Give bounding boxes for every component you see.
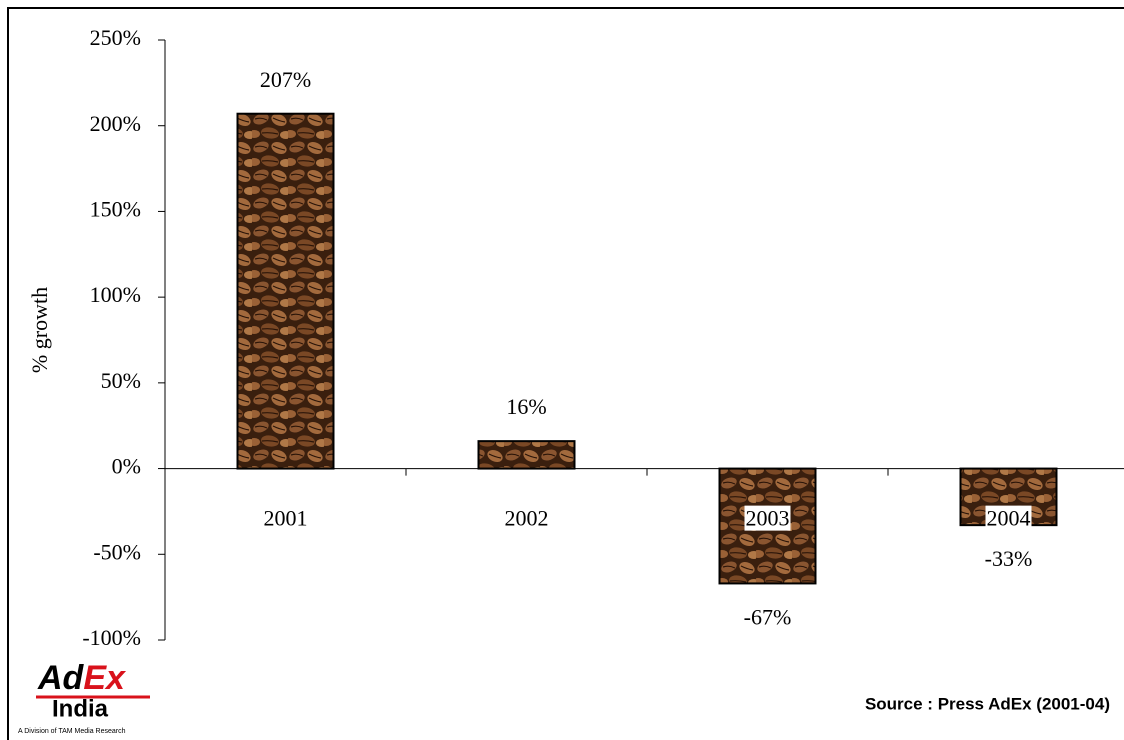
y-tick-label: -50% <box>93 539 141 564</box>
y-tick-label: 200% <box>90 111 141 136</box>
y-axis-label: % growth <box>27 287 52 373</box>
logo-brand: AdEx <box>37 659 127 697</box>
data-label: 207% <box>260 67 311 92</box>
y-tick-label: 250% <box>90 25 141 50</box>
data-label: -33% <box>985 546 1033 571</box>
y-tick-label: -100% <box>82 625 141 650</box>
frame <box>7 7 1124 740</box>
x-tick-label: 2004 <box>987 506 1031 531</box>
logo: AdEx India A Division of TAM Media Resea… <box>18 659 150 735</box>
source-note: Source : Press AdEx (2001-04) <box>865 694 1110 713</box>
y-tick-label: 50% <box>101 368 141 393</box>
logo-tagline: A Division of TAM Media Research <box>18 728 126 735</box>
y-tick-label: 100% <box>90 282 141 307</box>
bar <box>236 112 335 470</box>
y-tick-label: 0% <box>112 454 141 479</box>
y-tick-label: 150% <box>90 196 141 221</box>
bar <box>477 440 576 470</box>
logo-ex: Ex <box>83 659 127 697</box>
label-background <box>744 505 791 531</box>
data-label: 16% <box>506 394 546 419</box>
x-tick-label: 2003 <box>746 506 790 531</box>
x-tick-label: 2001 <box>264 506 308 531</box>
logo-region: India <box>52 695 109 722</box>
x-tick-label: 2002 <box>505 506 549 531</box>
logo-ad: Ad <box>37 659 85 697</box>
data-label: -67% <box>744 604 792 629</box>
label-background <box>985 505 1032 531</box>
